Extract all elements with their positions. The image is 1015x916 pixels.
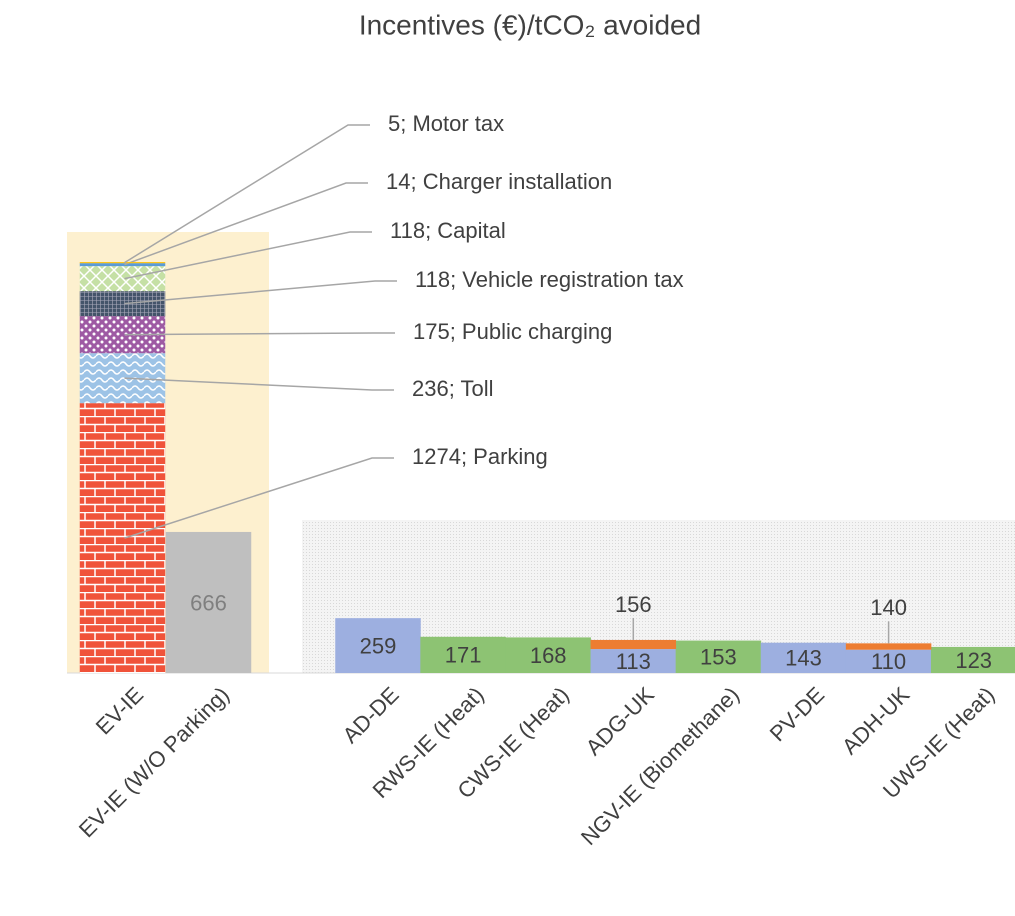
x-tick-label: PV-DE [765, 682, 829, 746]
bar-segment [335, 618, 421, 673]
leader-line [124, 332, 395, 336]
data-label: 236; Toll [412, 376, 494, 401]
bar-segment [590, 639, 677, 650]
x-tick-label: ADH-UK [837, 682, 915, 760]
segment-texture [79, 403, 166, 673]
data-label: 5; Motor tax [388, 111, 504, 136]
data-label: 118; Capital [390, 218, 506, 243]
bar-segment [590, 649, 677, 673]
x-tick-label: NGV-IE (Biomethane) [576, 682, 744, 850]
leader-line [124, 377, 394, 391]
bar-segment [930, 646, 1015, 673]
x-tick-label: ADG-UK [581, 682, 659, 760]
bar-segment [845, 643, 932, 650]
data-label: 259 [360, 633, 397, 658]
data-label: 171 [445, 643, 482, 668]
data-label: 1274; Parking [412, 444, 548, 469]
leader-line [124, 182, 368, 266]
data-label: 118; Vehicle registration tax [415, 267, 684, 292]
leader-line [124, 231, 372, 280]
bar-segment [845, 649, 932, 673]
data-label: 666 [190, 590, 227, 615]
segment-texture [79, 291, 166, 317]
data-label: 123 [955, 648, 992, 673]
bar-segment [760, 642, 847, 673]
data-label: 153 [700, 645, 737, 670]
bar-segment [505, 637, 591, 673]
chart-title: Incentives (€)/tCO₂ avoided [359, 9, 701, 40]
x-tick-label: AD-DE [338, 682, 404, 748]
leader-line [124, 124, 370, 264]
bar-segment [420, 636, 506, 673]
leader-line [124, 280, 397, 305]
bar-segment [165, 531, 252, 673]
total-label: 156 [615, 592, 652, 617]
total-label: 140 [870, 595, 907, 620]
data-label: 143 [785, 646, 822, 671]
leader-line [124, 457, 394, 539]
data-label: 175; Public charging [413, 319, 612, 344]
data-label: 168 [530, 643, 567, 668]
x-tick-label: EV-IE [91, 682, 148, 739]
bar-segment [79, 262, 166, 264]
data-label: 113 [616, 649, 651, 674]
bar-segment [675, 640, 762, 673]
segment-texture [79, 353, 166, 404]
segment-texture [79, 266, 166, 292]
x-tick-label: EV-IE (W/O Parking) [74, 682, 234, 842]
data-label: 14; Charger installation [386, 169, 612, 194]
data-label: 110 [871, 649, 906, 674]
bar-segment [79, 263, 166, 267]
